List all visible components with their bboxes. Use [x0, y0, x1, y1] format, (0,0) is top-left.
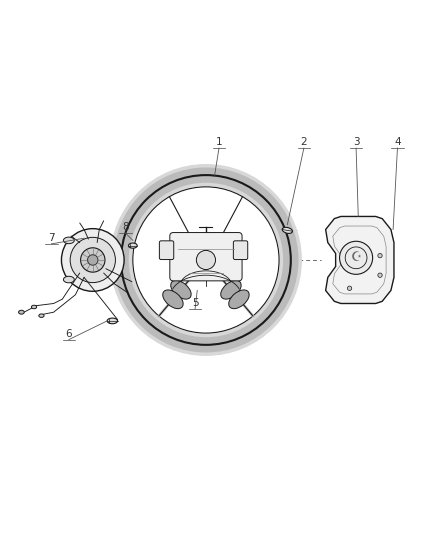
FancyBboxPatch shape [159, 241, 174, 260]
Ellipse shape [32, 305, 37, 309]
Ellipse shape [221, 280, 241, 299]
Ellipse shape [107, 318, 117, 324]
Ellipse shape [229, 290, 249, 309]
Ellipse shape [18, 310, 24, 314]
Circle shape [339, 241, 373, 274]
Text: 1: 1 [215, 138, 223, 148]
Ellipse shape [171, 280, 191, 299]
Circle shape [378, 273, 382, 277]
Circle shape [81, 248, 105, 272]
Circle shape [378, 254, 382, 258]
Text: 2: 2 [300, 138, 307, 148]
Ellipse shape [39, 314, 44, 318]
Ellipse shape [64, 276, 74, 283]
Circle shape [88, 255, 98, 265]
Text: 4: 4 [394, 138, 401, 148]
FancyBboxPatch shape [233, 241, 248, 260]
Ellipse shape [282, 228, 293, 233]
Circle shape [196, 251, 215, 270]
Ellipse shape [128, 243, 137, 248]
FancyBboxPatch shape [170, 232, 242, 281]
Text: 3: 3 [353, 138, 360, 148]
Circle shape [70, 237, 116, 282]
Ellipse shape [163, 290, 183, 309]
Polygon shape [325, 216, 394, 303]
Text: 6: 6 [66, 329, 72, 339]
Text: ☪: ☪ [350, 251, 362, 264]
Text: 7: 7 [48, 233, 55, 243]
Text: 5: 5 [192, 298, 198, 309]
Circle shape [347, 286, 352, 290]
Ellipse shape [64, 237, 74, 244]
Circle shape [61, 229, 124, 292]
Text: 8: 8 [122, 222, 129, 232]
